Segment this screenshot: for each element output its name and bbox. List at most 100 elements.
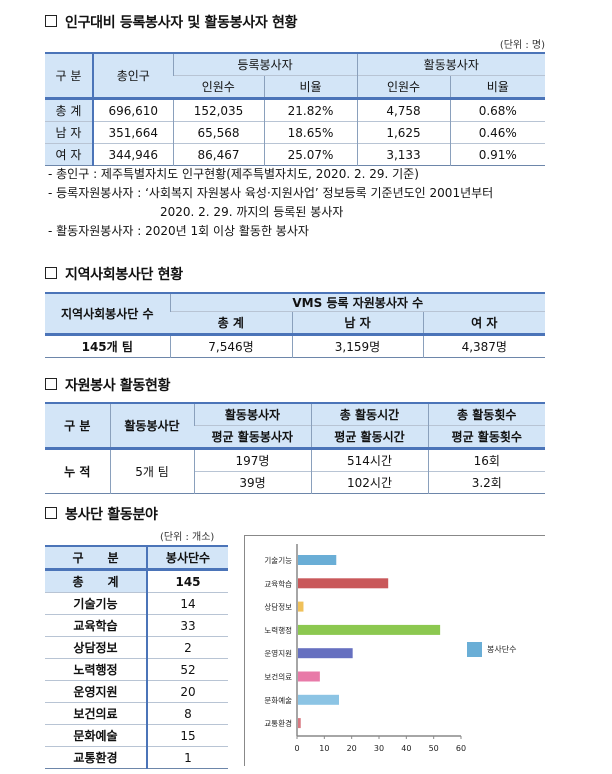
field-value: 14	[146, 592, 228, 615]
field-value: 2	[146, 636, 228, 659]
x-tick-label: 20	[347, 744, 357, 753]
header-avg-volunteers: 평균 활동봉사자	[194, 425, 311, 449]
field-value: 8	[146, 702, 228, 725]
header-groups: 활동봉사단	[109, 402, 194, 449]
table-row: 교육학습 33	[45, 614, 228, 637]
groups: 5개 팀	[109, 447, 194, 494]
table-row: 교통환경 1	[45, 746, 228, 769]
header-hours: 총 활동시간	[310, 402, 428, 426]
reg-ratio: 18.65%	[263, 121, 358, 144]
header-teams: 지역사회봉사단 수	[45, 292, 170, 335]
header-female: 여 자	[422, 311, 546, 335]
category-label: 교육학습	[264, 578, 292, 588]
reg-ratio: 21.82%	[263, 97, 358, 122]
x-tick-label: 40	[401, 744, 411, 753]
table-row: 상담정보 2	[45, 636, 228, 659]
header-category: 구 분	[45, 402, 110, 449]
header-total-population: 총인구	[92, 52, 173, 99]
avg-times: 3.2회	[427, 471, 545, 494]
field-value: 1	[146, 746, 228, 769]
field-label: 기술기능	[45, 592, 148, 615]
total-value: 145	[146, 568, 228, 593]
x-tick-label: 10	[319, 744, 329, 753]
act-count: 3,133	[356, 143, 451, 166]
square-bullet-icon	[45, 378, 57, 390]
field-table: 구 분 봉사단수 총 계 145 기술기능 14 교육학습 33 상담정보 2 노력행정 52…	[45, 545, 228, 769]
population: 351,664	[92, 121, 173, 144]
header-volunteers: 활동봉사자	[193, 402, 311, 426]
total-label: 총 계	[45, 568, 148, 593]
header-male: 남 자	[291, 311, 423, 335]
act-ratio: 0.91%	[449, 143, 546, 166]
row-label: 누 적	[45, 447, 110, 494]
field-label: 상담정보	[45, 636, 148, 659]
header-avg-hours: 평균 활동시간	[310, 425, 428, 449]
header-category: 구 분	[45, 545, 148, 570]
table-row: 운영지원 20	[45, 680, 228, 703]
note-item: - 활동자원봉사자 : 2020년 1회 이상 활동한 봉사자	[48, 224, 309, 238]
bar-운영지원	[298, 648, 353, 659]
table-row: 총 계 696,610 152,035 21.82% 4,758 0.68%	[45, 97, 546, 122]
bar-상담정보	[298, 601, 304, 612]
x-tick-label: 30	[374, 744, 384, 753]
activity-table: 구 분 활동봉사단 활동봉사자 총 활동시간 총 활동횟수 평균 활동봉사자 평…	[45, 402, 545, 494]
field-value: 20	[146, 680, 228, 703]
table-row: 145개 팀 7,546명 3,159명 4,387명	[45, 333, 546, 358]
act-count: 4,758	[356, 97, 451, 122]
category-label: 교통환경	[264, 718, 292, 728]
category-label: 운영지원	[264, 648, 292, 658]
section4-title: 봉사단 활동분야	[45, 504, 158, 524]
avg-hours: 102시간	[310, 471, 428, 494]
bar-교통환경	[298, 718, 301, 729]
category-label: 문화예술	[264, 695, 292, 705]
bar-문화예술	[298, 694, 339, 705]
table-row: 39명 102시간 3.2회	[45, 471, 545, 494]
x-tick-label: 60	[456, 744, 466, 753]
header-act-count: 인원수	[356, 75, 451, 99]
teams-count: 145개 팀	[45, 333, 170, 358]
reg-count: 152,035	[172, 97, 264, 122]
category-label: 기술기능	[264, 556, 292, 565]
field-label: 문화예술	[45, 724, 148, 747]
field-label: 노력행정	[45, 658, 148, 681]
category-label: 보건의료	[264, 672, 292, 682]
section4-unit: (단위 : 개소)	[160, 532, 215, 543]
section2-title: 지역사회봉사단 현황	[45, 264, 183, 284]
header-vms: VMS 등록 자원봉사자 수	[169, 292, 546, 312]
header-category: 구 분	[45, 52, 94, 99]
chart-container: 0 10 20 30 40 50 60 기술기능 교육학습 상담정보 노력행정 운영지원 보건의료 문화예…	[244, 535, 545, 766]
section4-title-text: 봉사단 활동분야	[65, 507, 158, 523]
bar-교육학습	[298, 578, 389, 589]
note-item: 2020. 2. 29. 까지의 등록된 봉사자	[160, 205, 344, 219]
header-reg-ratio: 비율	[263, 75, 358, 99]
legend-label: 봉사단수	[487, 644, 516, 654]
row-label: 총 계	[45, 97, 94, 122]
field-label: 교육학습	[45, 614, 148, 637]
vms-total: 7,546명	[169, 333, 292, 358]
header-registered: 등록봉사자	[172, 52, 358, 76]
reg-count: 65,568	[172, 121, 264, 144]
header-active: 활동봉사자	[356, 52, 546, 76]
x-tick-label: 0	[294, 744, 299, 753]
square-bullet-icon	[45, 15, 57, 27]
bar-chart: 0 10 20 30 40 50 60 기술기능교육학습상담정보노력행정운영지원보건의료문화예…	[264, 544, 516, 753]
section3-title-text: 자원봉사 활동현황	[65, 378, 171, 394]
notes: - 총인구 : 제주특별자치도 인구현황(제주특별자치도, 2020. 2. 2…	[48, 165, 548, 241]
community-teams-table: 지역사회봉사단 수 VMS 등록 자원봉사자 수 총 계 남 자 여 자 145…	[45, 292, 546, 358]
note-item: - 등록자원봉사자 : ‘사회복지 자원봉사 육성·지원사업’ 정보등록 기준년…	[48, 186, 494, 200]
act-ratio: 0.46%	[449, 121, 546, 144]
hours: 514시간	[310, 447, 428, 472]
category-label: 상담정보	[264, 602, 292, 612]
bar-기술기능	[298, 555, 337, 565]
section1-unit: (단위 : 명)	[499, 40, 545, 51]
table-row: 보건의료 8	[45, 702, 228, 725]
header-act-ratio: 비율	[449, 75, 546, 99]
reg-ratio: 25.07%	[263, 143, 358, 166]
row-label: 여 자	[45, 143, 94, 166]
header-avg-times: 평균 활동횟수	[427, 425, 545, 449]
square-bullet-icon	[45, 267, 57, 279]
reg-count: 86,467	[172, 143, 264, 166]
act-count: 1,625	[356, 121, 451, 144]
table-row: 남 자 351,664 65,568 18.65% 1,625 0.46%	[45, 121, 546, 144]
field-value: 52	[146, 658, 228, 681]
